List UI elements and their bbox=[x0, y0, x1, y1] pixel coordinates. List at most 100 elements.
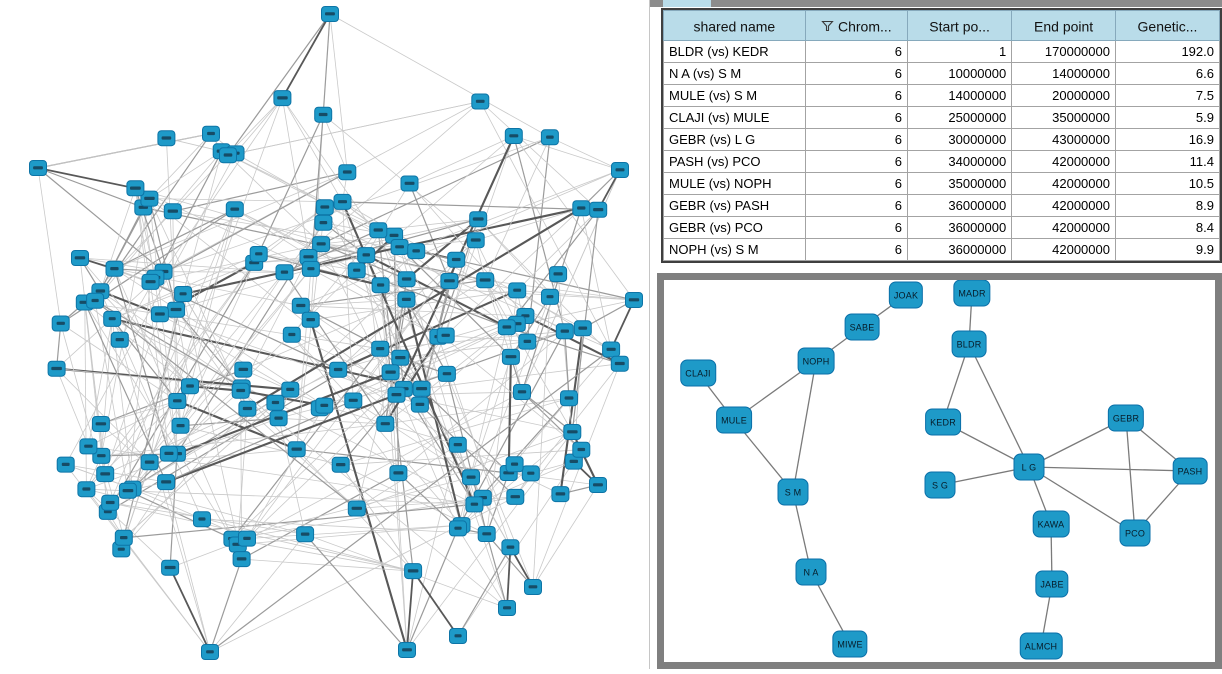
overview-node[interactable] bbox=[408, 244, 425, 259]
overview-edge[interactable] bbox=[485, 137, 550, 280]
column-header-shared-name[interactable]: shared name bbox=[664, 11, 806, 41]
overview-node[interactable] bbox=[172, 418, 189, 433]
table-cell[interactable]: 14000000 bbox=[1012, 63, 1116, 85]
edge-lg-pash[interactable] bbox=[1029, 467, 1190, 471]
overview-node[interactable] bbox=[502, 540, 519, 555]
overview-node[interactable] bbox=[274, 91, 291, 106]
overview-edge[interactable] bbox=[565, 331, 569, 398]
overview-node[interactable] bbox=[345, 393, 362, 408]
overview-node[interactable] bbox=[390, 466, 407, 481]
overview-node[interactable] bbox=[388, 387, 405, 402]
overview-node[interactable] bbox=[151, 307, 168, 322]
overview-node[interactable] bbox=[377, 416, 394, 431]
table-cell[interactable]: GEBR (vs) L G bbox=[664, 129, 806, 151]
table-cell[interactable]: 6 bbox=[805, 41, 907, 63]
overview-node[interactable] bbox=[519, 334, 536, 349]
overview-node[interactable] bbox=[270, 411, 287, 426]
node-lg[interactable]: L G bbox=[1014, 454, 1045, 481]
overview-node[interactable] bbox=[168, 302, 185, 317]
overview-node[interactable] bbox=[398, 272, 415, 287]
overview-node[interactable] bbox=[30, 161, 47, 176]
node-na[interactable]: N A bbox=[796, 559, 827, 586]
overview-node[interactable] bbox=[477, 273, 494, 288]
overview-edge[interactable] bbox=[343, 202, 599, 210]
node-pash[interactable]: PASH bbox=[1173, 458, 1208, 485]
overview-node[interactable] bbox=[556, 324, 573, 339]
overview-node[interactable] bbox=[232, 383, 249, 398]
node-miwe[interactable]: MIWE bbox=[832, 631, 867, 658]
table-cell[interactable]: 6 bbox=[805, 217, 907, 239]
overview-node[interactable] bbox=[478, 527, 495, 542]
overview-node[interactable] bbox=[382, 365, 399, 380]
overview-node[interactable] bbox=[448, 252, 465, 267]
overview-edge[interactable] bbox=[357, 170, 620, 270]
overview-node[interactable] bbox=[573, 201, 590, 216]
overview-node[interactable] bbox=[78, 482, 95, 497]
overview-node[interactable] bbox=[97, 467, 114, 482]
overview-node[interactable] bbox=[226, 202, 243, 217]
overview-edge[interactable] bbox=[128, 491, 232, 539]
node-madr[interactable]: MADR bbox=[953, 280, 990, 307]
overview-node[interactable] bbox=[292, 298, 309, 313]
table-cell[interactable]: 6 bbox=[805, 195, 907, 217]
overview-node[interactable] bbox=[392, 350, 409, 365]
overview-node[interactable] bbox=[467, 233, 484, 248]
table-cell[interactable]: 5.9 bbox=[1115, 107, 1219, 129]
overview-node[interactable] bbox=[127, 181, 144, 196]
overview-node[interactable] bbox=[348, 501, 365, 516]
overview-edge[interactable] bbox=[282, 14, 330, 98]
overview-node[interactable] bbox=[372, 278, 389, 293]
overview-node[interactable] bbox=[87, 293, 104, 308]
table-cell[interactable]: 25000000 bbox=[907, 107, 1011, 129]
overview-node[interactable] bbox=[522, 466, 539, 481]
overview-node[interactable] bbox=[142, 274, 159, 289]
table-cell[interactable]: PASH (vs) PCO bbox=[664, 151, 806, 173]
overview-node[interactable] bbox=[158, 131, 175, 146]
overview-node[interactable] bbox=[158, 475, 175, 490]
table-cell[interactable]: 14000000 bbox=[907, 85, 1011, 107]
overview-node[interactable] bbox=[106, 261, 123, 276]
overview-node[interactable] bbox=[358, 248, 375, 263]
node-claji[interactable]: CLAJI bbox=[680, 360, 716, 387]
overview-node[interactable] bbox=[316, 200, 333, 215]
overview-node[interactable] bbox=[612, 163, 629, 178]
node-kawa[interactable]: KAWA bbox=[1033, 511, 1070, 538]
overview-edge[interactable] bbox=[347, 102, 480, 173]
overview-node[interactable] bbox=[564, 425, 581, 440]
overview-node[interactable] bbox=[48, 361, 65, 376]
overview-node[interactable] bbox=[505, 129, 522, 144]
overview-edge[interactable] bbox=[38, 168, 61, 324]
table-cell[interactable]: 6 bbox=[805, 85, 907, 107]
edge-noph-sm[interactable] bbox=[793, 361, 816, 492]
table-cell[interactable]: 36000000 bbox=[907, 217, 1011, 239]
overview-node[interactable] bbox=[449, 437, 466, 452]
overview-edge[interactable] bbox=[330, 14, 347, 172]
node-kedr[interactable]: KEDR bbox=[925, 409, 961, 436]
overview-node[interactable] bbox=[437, 328, 454, 343]
panel-divider[interactable] bbox=[649, 0, 650, 669]
node-jabe[interactable]: JABE bbox=[1035, 571, 1068, 598]
overview-node[interactable] bbox=[438, 366, 455, 381]
overview-node[interactable] bbox=[182, 379, 199, 394]
table-cell[interactable]: 8.9 bbox=[1115, 195, 1219, 217]
table-cell[interactable]: MULE (vs) NOPH bbox=[664, 173, 806, 195]
overview-node[interactable] bbox=[506, 457, 523, 472]
overview-edge[interactable] bbox=[170, 568, 210, 652]
overview-node[interactable] bbox=[315, 215, 332, 230]
overview-node[interactable] bbox=[514, 385, 531, 400]
overview-edge[interactable] bbox=[181, 418, 279, 426]
overview-node[interactable] bbox=[441, 274, 458, 289]
table-cell[interactable]: 36000000 bbox=[907, 239, 1011, 261]
edge-bldr-lg[interactable] bbox=[969, 344, 1029, 467]
overview-edge[interactable] bbox=[323, 14, 330, 115]
overview-node[interactable] bbox=[509, 283, 526, 298]
overview-node[interactable] bbox=[334, 194, 351, 209]
overview-node[interactable] bbox=[470, 212, 487, 227]
